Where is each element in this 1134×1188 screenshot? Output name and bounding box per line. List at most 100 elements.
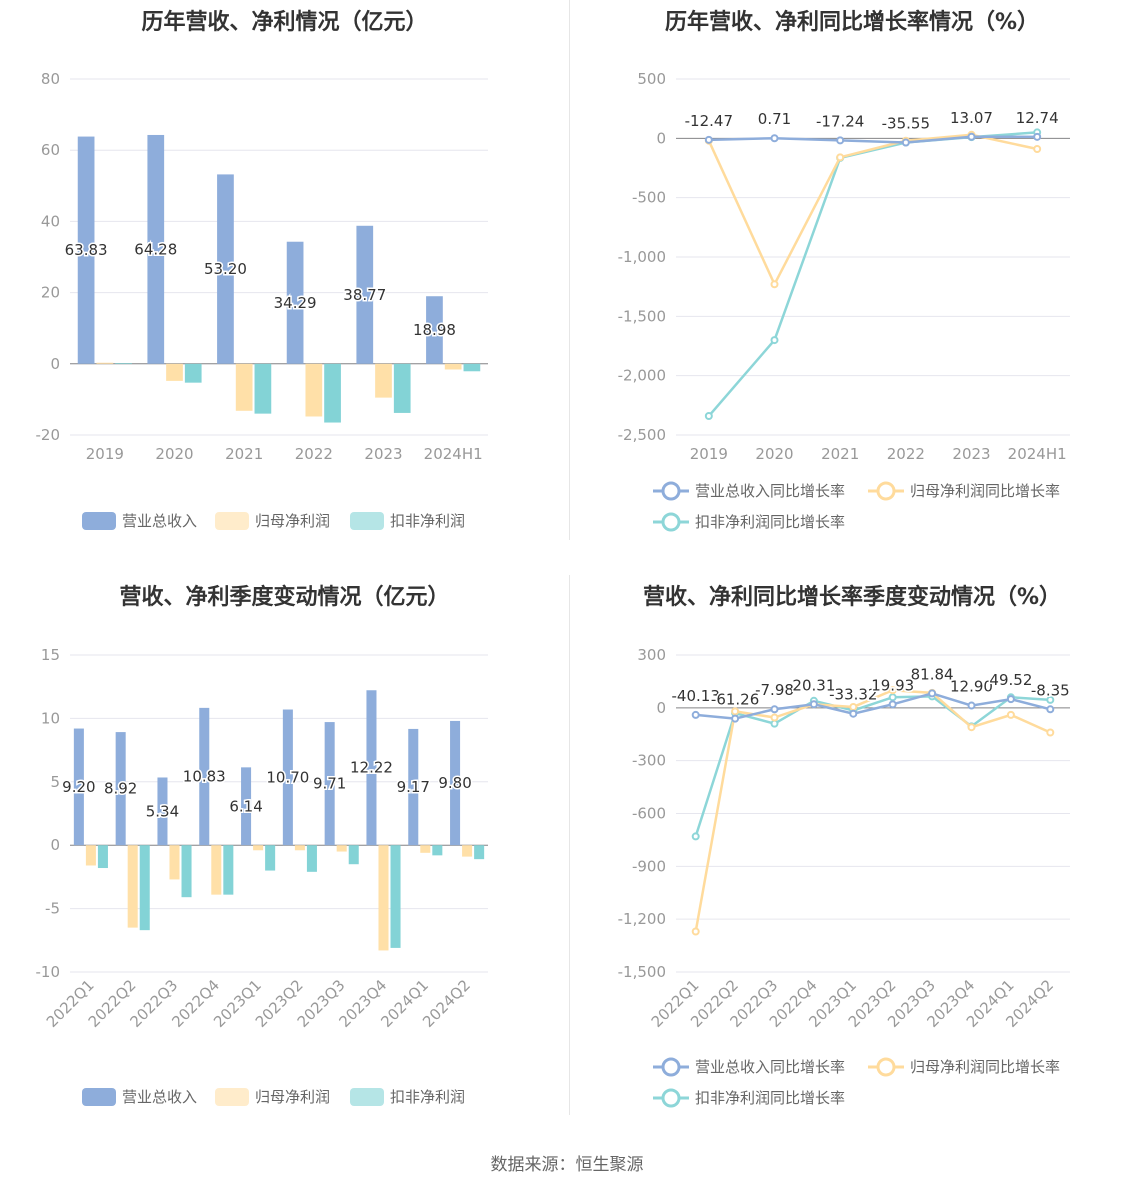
bar-归母净利润: [127, 845, 138, 928]
bar-扣非净利润: [139, 845, 150, 931]
x-tick-label: 2023: [952, 445, 990, 463]
legend-swatch: [350, 512, 384, 530]
data-label: 64.28: [134, 240, 177, 258]
data-label: 6.14: [229, 797, 262, 815]
bar-归母净利润: [375, 363, 392, 398]
bar-归母净利润: [462, 845, 473, 857]
legend-label: 营业总收入同比增长率: [695, 1058, 845, 1076]
data-label: 12.74: [1016, 109, 1059, 127]
data-label: 5.34: [146, 802, 179, 820]
chart-title: 营收、净利季度变动情况（亿元）: [119, 585, 450, 610]
x-tick-label: 2019: [690, 445, 728, 463]
data-label: 53.20: [204, 260, 247, 278]
y-tick-label: 0: [50, 355, 60, 373]
bar-归母净利润: [294, 845, 305, 851]
bar-扣非净利润: [223, 845, 234, 895]
data-label: 8.92: [104, 780, 137, 798]
chart-canvas: -2,500 -2,000 -1,500 -1,000 -500 0 500 -12.47 0.…: [618, 70, 1070, 532]
bar-营业总收入: [408, 728, 419, 846]
point-营业总收入同比增长率: [928, 689, 937, 698]
point-营业总收入同比增长率: [967, 701, 976, 710]
y-tick-label: -1,200: [618, 910, 666, 928]
point-归母净利润同比增长率: [770, 280, 779, 289]
x-tick-label: 2020: [155, 445, 193, 463]
legend-label: 营业总收入同比增长率: [695, 482, 845, 500]
point-营业总收入同比增长率: [849, 709, 858, 718]
legend-marker: [661, 1088, 681, 1108]
bar-归母净利润: [253, 845, 264, 851]
y-tick-label: -300: [632, 752, 666, 770]
bar-归母净利润: [444, 363, 462, 370]
bar-扣非净利润: [254, 363, 272, 414]
data-label: 9.20: [62, 778, 95, 796]
bar-营业总收入: [147, 134, 165, 364]
y-tick-label: 20: [41, 284, 60, 302]
bar-营业总收入: [115, 732, 126, 846]
point-营业总收入同比增长率: [1033, 132, 1042, 141]
point-归母净利润同比增长率: [770, 713, 779, 722]
y-tick-label: 15: [41, 646, 60, 664]
x-tick-label: 2024H1: [424, 445, 483, 463]
legend-label: 归母净利润同比增长率: [910, 1058, 1060, 1076]
point-扣非净利润同比增长率: [691, 832, 700, 841]
data-label: 9.80: [438, 774, 471, 792]
legend-label: 扣非净利润同比增长率: [695, 1089, 845, 1107]
chart-canvas: -20 0 20 40 60 80 63.83 64.28 53.20 34.29 38.77 18.…: [36, 70, 488, 530]
data-label: 12.90: [950, 678, 993, 696]
y-tick-label: 0: [656, 129, 666, 147]
bar-营业总收入: [73, 728, 84, 846]
bar-营业总收入: [450, 720, 461, 846]
point-归母净利润同比增长率: [731, 707, 740, 716]
bar-扣非净利润: [265, 845, 276, 871]
bar-扣非净利润: [97, 845, 108, 869]
point-营业总收入同比增长率: [836, 136, 845, 145]
series-line-扣非净利润同比增长率: [707, 131, 1038, 417]
data-source-footer: 数据来源：恒生聚源: [490, 1155, 644, 1175]
y-tick-label: -2,000: [618, 367, 666, 385]
point-营业总收入同比增长率: [1006, 695, 1015, 704]
data-label: 20.31: [792, 676, 835, 694]
bar-营业总收入: [241, 767, 252, 846]
data-label: 12.22: [350, 759, 393, 777]
y-tick-label: -1,500: [618, 963, 666, 981]
bar-归母净利润: [169, 845, 180, 880]
legend-swatch: [215, 1088, 249, 1106]
point-归母净利润同比增长率: [888, 686, 897, 695]
bar-归母净利润: [96, 362, 114, 364]
bar-归母净利润: [235, 363, 253, 411]
data-label: 0.71: [758, 110, 791, 128]
bar-扣非净利润: [463, 363, 481, 372]
point-营业总收入同比增长率: [704, 135, 713, 144]
bar-归母净利润: [305, 363, 323, 417]
point-营业总收入同比增长率: [731, 714, 740, 723]
data-label: 38.77: [343, 286, 386, 304]
point-扣非净利润同比增长率: [770, 336, 779, 345]
x-tick-label: 2024H1: [1008, 445, 1067, 463]
y-tick-label: -10: [36, 963, 61, 981]
legend-label: 营业总收入: [122, 1088, 197, 1106]
bar-扣非净利润: [393, 363, 411, 413]
y-tick-label: -600: [632, 805, 666, 823]
bar-扣非净利润: [324, 363, 341, 423]
bar-营业总收入: [366, 690, 377, 846]
chart-title: 历年营收、净利同比增长率情况（%）: [664, 10, 1040, 35]
data-label: 9.71: [313, 775, 346, 793]
point-营业总收入同比增长率: [967, 132, 976, 141]
point-扣非净利润同比增长率: [770, 719, 779, 728]
bar-营业总收入: [157, 777, 168, 846]
point-营业总收入同比增长率: [770, 705, 779, 714]
point-营业总收入同比增长率: [691, 710, 700, 719]
bar-营业总收入: [282, 709, 293, 846]
bar-扣非净利润: [474, 845, 485, 860]
bar-扣非净利润: [390, 845, 401, 948]
data-label: -33.32: [829, 686, 877, 704]
x-tick-label: 2022: [887, 445, 925, 463]
bar-营业总收入: [426, 296, 443, 364]
legend-marker: [876, 481, 896, 501]
bar-扣非净利润: [348, 845, 359, 865]
bar-归母净利润: [85, 845, 96, 866]
x-tick-label: 2023: [364, 445, 402, 463]
data-label: -40.13: [672, 687, 720, 705]
series-line-扣非净利润同比增长率: [694, 695, 1051, 837]
y-tick-label: 10: [41, 709, 60, 727]
